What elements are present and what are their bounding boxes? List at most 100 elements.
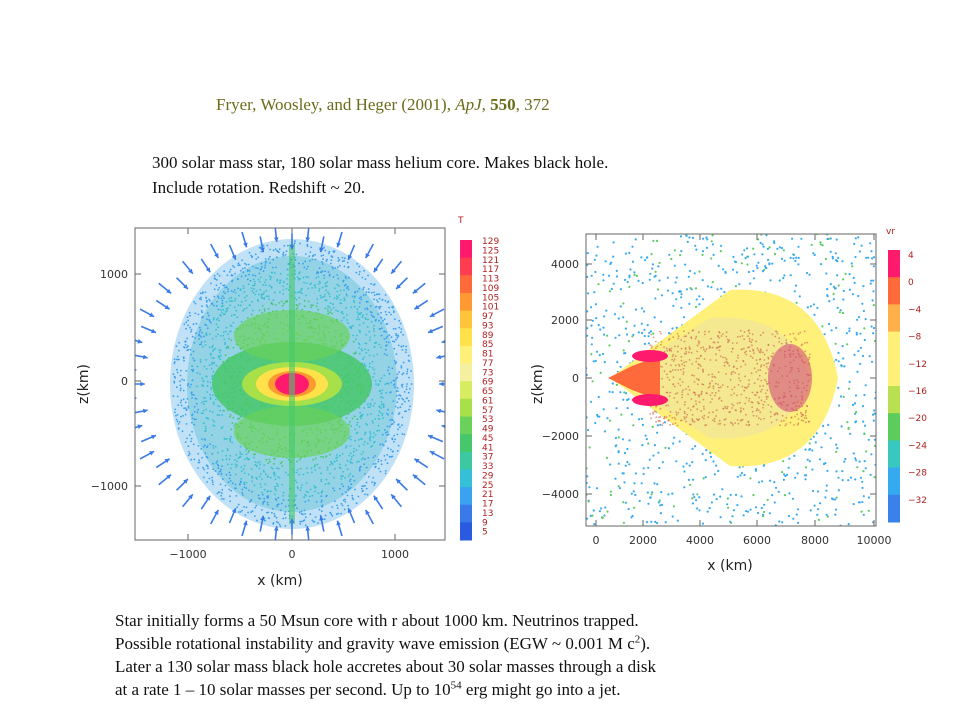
field-dot: [201, 292, 204, 295]
cone-dot: [725, 358, 728, 361]
cone-dot: [743, 338, 745, 341]
field-dot: [680, 306, 683, 309]
field-dot: [362, 322, 365, 324]
field-dot: [370, 320, 373, 323]
field-dot: [322, 456, 325, 459]
field-dot: [862, 495, 865, 498]
field-dot: [250, 287, 253, 289]
field-dot: [401, 386, 404, 388]
field-dot: [393, 340, 396, 343]
field-dot: [186, 316, 189, 318]
field-dot: [215, 398, 217, 401]
field-dot: [765, 234, 768, 237]
cone-dot: [718, 396, 721, 399]
field-dot: [230, 314, 233, 317]
field-dot: [230, 296, 233, 299]
field-dot: [181, 378, 183, 381]
field-dot: [795, 513, 798, 516]
field-dot: [409, 405, 411, 408]
field-dot: [343, 508, 346, 511]
field-dot: [836, 306, 839, 309]
field-dot: [752, 247, 755, 250]
field-dot: [596, 413, 599, 417]
field-dot: [625, 320, 628, 323]
cone-dot: [773, 413, 776, 416]
field-dot: [828, 322, 831, 326]
cone-dot: [681, 396, 683, 399]
field-dot: [269, 248, 271, 251]
field-dot: [363, 458, 366, 461]
cone-dot: [673, 358, 676, 360]
field-dot: [191, 370, 194, 373]
cone-dot: [793, 424, 795, 426]
field-dot: [335, 454, 338, 456]
field-dot: [255, 267, 257, 269]
field-dot: [862, 470, 865, 473]
field-dot: [696, 507, 699, 510]
field-dot: [287, 499, 290, 502]
cone-dot: [711, 346, 714, 349]
field-dot: [358, 438, 360, 441]
field-dot: [397, 444, 400, 447]
field-dot: [597, 283, 600, 286]
field-dot: [624, 327, 627, 330]
field-dot: [659, 423, 662, 426]
field-dot: [406, 383, 408, 385]
field-dot: [326, 466, 329, 469]
field-dot: [832, 298, 835, 301]
field-dot: [854, 237, 857, 240]
cone-dot: [792, 332, 795, 335]
field-dot: [698, 303, 701, 306]
cone-dot: [779, 424, 781, 427]
field-dot: [274, 291, 276, 294]
right-xtick-3: 6000: [743, 534, 771, 547]
field-dot: [252, 309, 254, 312]
field-dot: [792, 253, 795, 256]
field-dot: [649, 496, 652, 499]
cone-dot: [709, 359, 712, 361]
field-dot: [617, 450, 620, 453]
cone-dot: [703, 358, 706, 360]
colorbar-swatch: [460, 275, 472, 294]
field-dot: [736, 504, 739, 507]
field-dot: [225, 437, 228, 440]
right-ytick-3: −2000: [542, 430, 579, 443]
field-dot: [184, 343, 187, 346]
field-dot: [202, 446, 205, 448]
cone-dot: [673, 385, 676, 388]
field-dot: [591, 514, 594, 517]
cone-dot: [781, 414, 784, 417]
arrow-head: [142, 354, 148, 360]
field-dot: [713, 473, 716, 476]
field-dot: [671, 292, 674, 295]
field-dot: [327, 482, 330, 485]
field-dot: [344, 283, 347, 286]
field-dot: [744, 257, 747, 260]
field-dot: [606, 334, 609, 337]
field-dot: [186, 398, 189, 400]
field-dot: [258, 309, 261, 312]
field-dot: [368, 339, 371, 342]
field-dot: [202, 409, 205, 412]
field-dot: [210, 321, 212, 324]
cone-dot: [695, 400, 697, 402]
cone-dot: [715, 353, 717, 356]
field-dot: [270, 466, 273, 469]
field-dot: [259, 289, 262, 291]
field-dot: [405, 388, 408, 391]
field-dot: [358, 329, 361, 332]
cone-dot: [711, 398, 713, 400]
cone-dot: [675, 413, 678, 416]
field-dot: [348, 475, 350, 477]
field-dot: [645, 521, 649, 524]
field-dot: [401, 416, 404, 419]
field-dot: [245, 263, 248, 266]
field-dot: [350, 425, 352, 428]
field-dot: [298, 262, 300, 265]
field-dot: [206, 327, 209, 330]
cone-dot: [762, 385, 765, 387]
field-dot: [317, 308, 320, 311]
field-dot: [371, 398, 374, 401]
field-dot: [177, 404, 180, 407]
field-dot: [185, 370, 188, 372]
